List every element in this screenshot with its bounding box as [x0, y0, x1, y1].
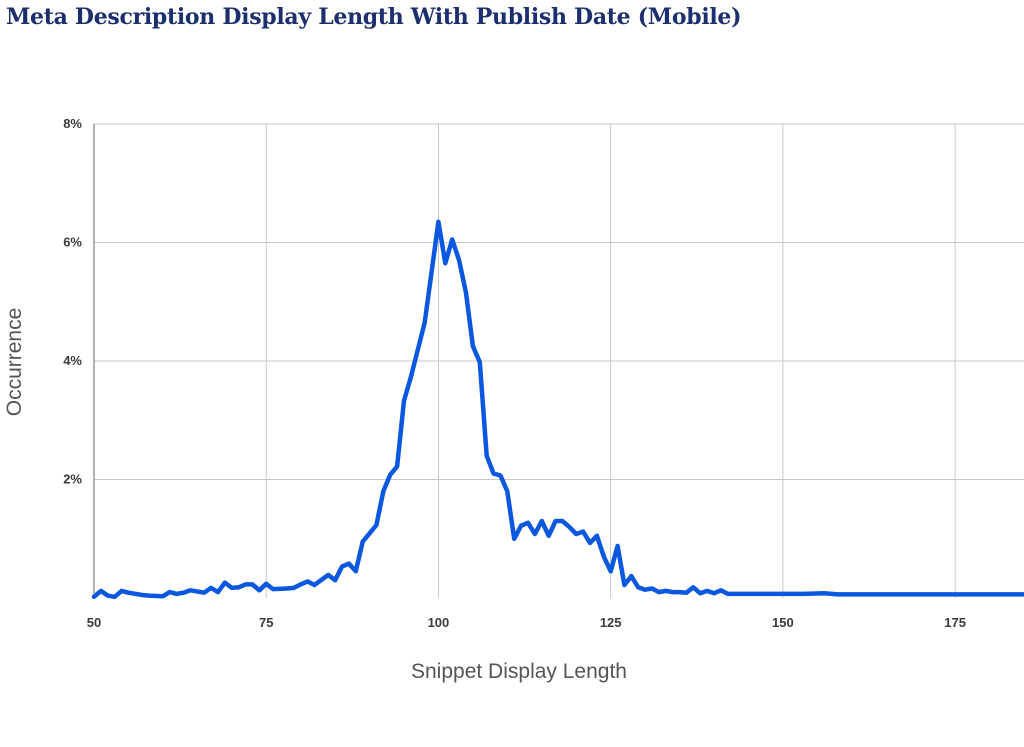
series-group: [91, 219, 1024, 600]
x-tick-label: 125: [600, 615, 622, 630]
x-tick-label: 175: [944, 615, 966, 630]
x-tick-labels: 50 75 100 125 150 175: [87, 615, 966, 630]
y-tick-label: 8%: [63, 116, 82, 131]
y-tick-label: 2%: [63, 472, 82, 487]
x-axis-label: Snippet Display Length: [411, 660, 627, 683]
x-tick-label: 75: [259, 615, 273, 630]
y-tick-labels: 2% 4% 6% 8%: [63, 116, 82, 487]
x-tick-label: 100: [428, 615, 450, 630]
series-line: [91, 219, 1024, 600]
x-tick-label: 150: [772, 615, 794, 630]
y-tick-label: 4%: [63, 353, 82, 368]
x-tick-label: 50: [87, 615, 101, 630]
grid-lines: [94, 123, 1024, 598]
y-axis-label: Occurrence: [3, 308, 26, 417]
chart-title: Meta Description Display Length With Pub…: [6, 4, 742, 30]
y-tick-label: 6%: [63, 235, 82, 250]
